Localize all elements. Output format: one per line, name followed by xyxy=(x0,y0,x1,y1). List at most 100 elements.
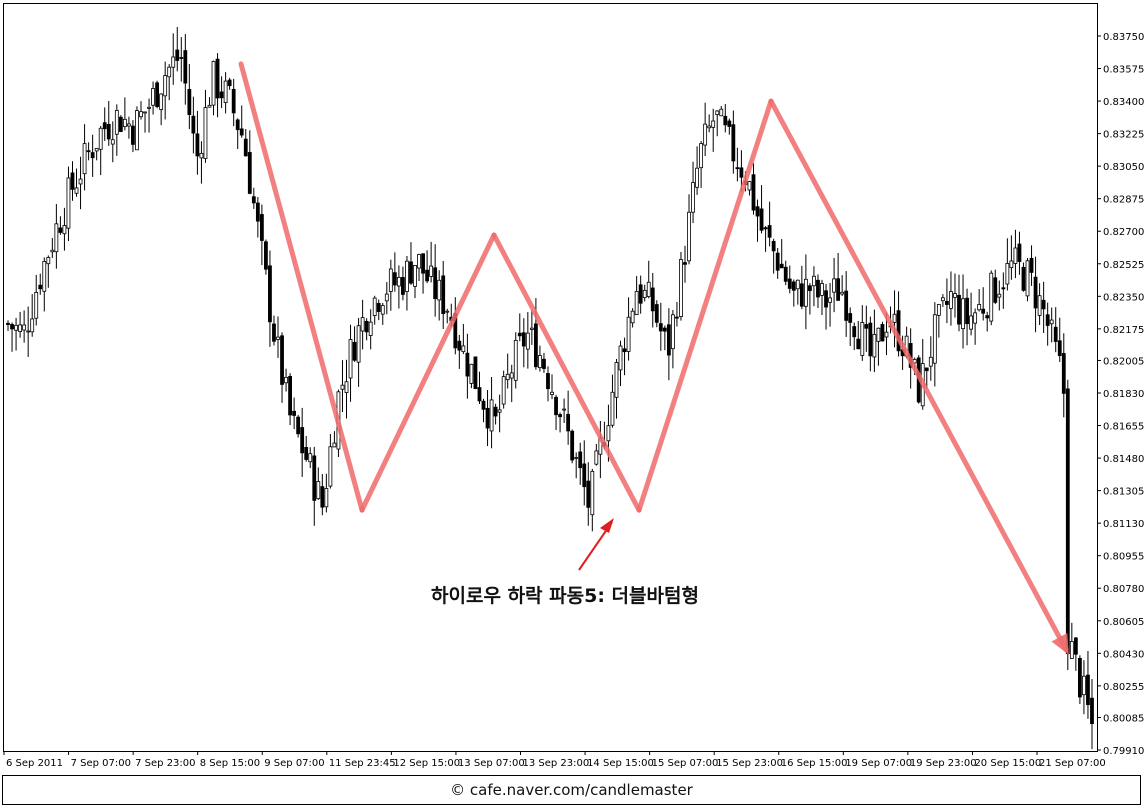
candle-body xyxy=(961,298,965,330)
candle-body xyxy=(360,317,365,332)
candle-body xyxy=(562,408,567,411)
candle-body xyxy=(42,261,47,292)
candle-body xyxy=(638,284,643,304)
y-tick-label: 0.80780 xyxy=(1103,584,1144,595)
wave-pattern xyxy=(238,61,1069,655)
candle-body xyxy=(292,410,297,416)
candle-body xyxy=(441,275,446,314)
candle-body xyxy=(1065,388,1070,655)
candle-body xyxy=(695,167,699,188)
candle-body xyxy=(284,376,288,384)
candle-body xyxy=(1029,257,1034,273)
annotation-arrow-head xyxy=(600,518,614,533)
candle-body xyxy=(147,106,151,109)
candle-body xyxy=(223,80,228,103)
candle-body xyxy=(473,356,478,389)
candle-body xyxy=(566,413,571,432)
candle-body xyxy=(538,355,542,369)
candle-body xyxy=(405,260,409,292)
candle-body xyxy=(288,375,292,416)
candle-body xyxy=(997,293,1002,298)
candle-body xyxy=(1053,326,1058,342)
candle-body xyxy=(808,285,812,291)
candle-body xyxy=(195,133,200,157)
candle-body xyxy=(179,57,184,59)
candle-body xyxy=(6,322,10,325)
candle-body xyxy=(787,278,792,289)
candle-body xyxy=(731,124,736,162)
candle-body xyxy=(799,283,804,307)
candle-body xyxy=(618,345,623,371)
candle-body xyxy=(687,211,691,262)
y-tick-label: 0.80085 xyxy=(1103,713,1144,724)
candle-body xyxy=(666,324,671,356)
candle-body xyxy=(525,332,530,350)
candle-body xyxy=(264,241,268,270)
candle-body xyxy=(820,283,824,296)
candle-body xyxy=(993,277,998,303)
x-tick-label: 6 Sep 2011 xyxy=(6,758,63,769)
candle-body xyxy=(679,259,683,317)
candle-body xyxy=(268,265,272,323)
candle-body xyxy=(1009,260,1014,269)
candle-body xyxy=(461,345,466,353)
candle-body xyxy=(437,279,442,301)
candle-body xyxy=(151,88,155,106)
candle-body xyxy=(344,381,349,393)
candle-body xyxy=(396,276,401,287)
candle-body xyxy=(707,125,712,129)
candle-body xyxy=(727,120,732,127)
candle-body xyxy=(203,107,208,159)
candle-body xyxy=(816,279,820,298)
candle-body xyxy=(969,315,973,330)
candle-body xyxy=(159,93,164,110)
candle-body xyxy=(239,128,244,136)
candle-body xyxy=(1001,287,1006,290)
candle-body xyxy=(868,322,873,357)
candle-body xyxy=(501,376,506,405)
candle-body xyxy=(324,488,329,508)
candle-body xyxy=(131,125,135,145)
candle-body xyxy=(719,108,724,117)
candle-body xyxy=(965,297,969,325)
candle-body xyxy=(884,331,889,338)
candle-body xyxy=(272,323,276,342)
candle-body xyxy=(191,115,196,134)
candle-body xyxy=(558,414,562,418)
candle-body xyxy=(630,310,635,324)
candle-body xyxy=(86,150,91,153)
candle-body xyxy=(654,304,659,323)
candle-body xyxy=(856,338,861,350)
candle-body xyxy=(425,269,429,282)
candle-body xyxy=(936,304,941,316)
wave-segment xyxy=(491,232,642,513)
candle-body xyxy=(711,120,716,128)
candle-body xyxy=(493,406,498,417)
candle-body xyxy=(251,196,256,204)
candle-body xyxy=(671,314,675,350)
candle-body xyxy=(852,326,857,338)
candle-body xyxy=(429,265,434,277)
candle-body xyxy=(364,320,369,333)
candle-body xyxy=(803,278,808,307)
candle-body xyxy=(642,289,647,299)
candle-body xyxy=(392,272,397,286)
candle-body xyxy=(143,111,147,114)
y-tick-label: 0.80255 xyxy=(1103,682,1144,693)
candle-body xyxy=(50,249,55,253)
candle-body xyxy=(606,425,611,442)
candle-body xyxy=(1025,260,1030,297)
candle-body xyxy=(82,143,87,175)
candle-body xyxy=(683,262,687,265)
y-tick-label: 0.83225 xyxy=(1103,130,1144,141)
y-tick-label: 0.82700 xyxy=(1103,227,1144,238)
candle-body xyxy=(1049,319,1054,325)
candle-body xyxy=(46,257,51,265)
candle-body xyxy=(574,457,579,459)
candle-body xyxy=(795,279,800,290)
candle-body xyxy=(163,75,168,97)
candle-body xyxy=(836,278,841,301)
candle-body xyxy=(1077,657,1082,698)
candle-body xyxy=(259,214,264,241)
candle-body xyxy=(860,322,865,356)
